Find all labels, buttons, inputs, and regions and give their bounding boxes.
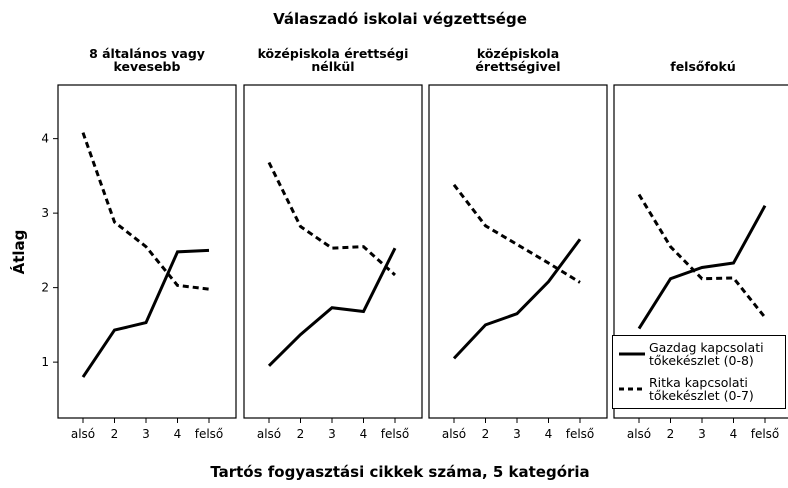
series-line <box>267 247 397 367</box>
x-tick-label: 3 <box>698 427 706 441</box>
x-tick-label: 2 <box>111 427 119 441</box>
plot-frame <box>428 84 608 419</box>
y-axis-label: Átlag <box>9 230 28 275</box>
legend-label: Gazdag kapcsolati tőkekészlet (0-8) <box>649 340 764 368</box>
x-tick-label: alsó <box>627 427 651 441</box>
plot-frame <box>243 84 423 419</box>
plot-frame <box>57 84 237 419</box>
panel-title: nélkül <box>311 59 354 74</box>
panel-title: kevesebb <box>114 59 181 74</box>
x-tick-label: 4 <box>730 427 738 441</box>
panel-title: 8 általános vagy <box>89 46 205 61</box>
panel-title: felsőfokú <box>670 59 735 74</box>
series-line <box>452 183 581 284</box>
panel-title: érettségivel <box>475 59 560 74</box>
series-line <box>267 161 397 277</box>
y-tick-label: 4 <box>41 132 49 146</box>
x-tick-label: 3 <box>328 427 336 441</box>
plot-frame <box>613 84 788 419</box>
x-tick-label: 4 <box>174 427 182 441</box>
y-tick-label: 2 <box>41 281 49 295</box>
x-tick-label: 2 <box>297 427 305 441</box>
x-tick-label: felső <box>751 427 780 441</box>
x-tick-label: 3 <box>513 427 521 441</box>
panel-title: középiskola érettségi <box>258 46 409 61</box>
series-line <box>81 132 210 291</box>
x-tick-label: 4 <box>545 427 553 441</box>
series-line <box>81 248 210 378</box>
series-line <box>637 193 767 319</box>
legend-label: Ritka kapcsolati tőkekészlet (0-7) <box>649 375 754 403</box>
x-tick-label: felső <box>381 427 410 441</box>
y-tick-label: 1 <box>41 355 49 369</box>
y-tick-label: 3 <box>41 206 49 220</box>
x-tick-label: 2 <box>482 427 490 441</box>
x-tick-label: alsó <box>71 427 95 441</box>
x-tick-label: 3 <box>142 427 150 441</box>
panel-title: középiskola <box>477 46 559 61</box>
x-tick-label: 4 <box>360 427 368 441</box>
chart-title: Válaszadó iskolai végzettsége <box>273 10 527 28</box>
x-tick-label: felső <box>566 427 595 441</box>
legend-swatches <box>619 352 645 391</box>
x-tick-label: felső <box>195 427 224 441</box>
series-line <box>637 204 767 330</box>
x-tick-label: alsó <box>257 427 281 441</box>
legend: Gazdag kapcsolati tőkekészlet (0-8) Ritk… <box>612 335 786 409</box>
series-line <box>452 238 582 360</box>
x-axis-label: Tartós fogyasztási cikkek száma, 5 kateg… <box>210 463 589 481</box>
x-tick-label: 2 <box>667 427 675 441</box>
x-tick-label: alsó <box>442 427 466 441</box>
